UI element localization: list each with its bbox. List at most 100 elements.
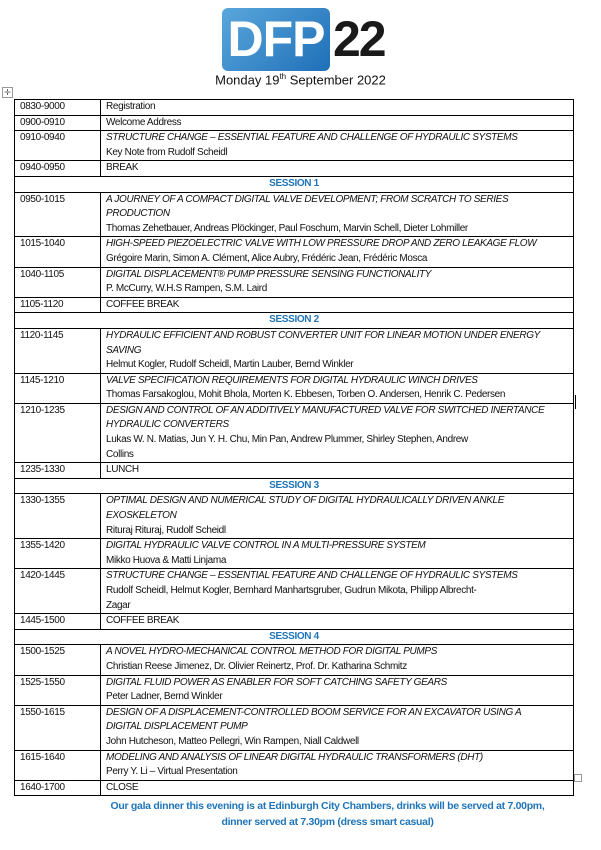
event-details: DESIGN AND CONTROL OF AN ADDITIVELY MANU…	[100, 402, 574, 464]
table-resize-handle[interactable]	[574, 774, 582, 782]
event-details: CLOSE	[100, 779, 574, 797]
schedule-row: 1550-1615 DESIGN OF A DISPLACEMENT-CONTRO…	[14, 704, 574, 751]
event-details: MODELING AND ANALYSIS OF LINEAR DIGITAL …	[100, 749, 574, 781]
logo-number: 22	[333, 11, 387, 67]
talk-title-line: MODELING AND ANALYSIS OF LINEAR DIGITAL …	[106, 751, 483, 763]
talk-title-line: EXOSKELETON	[106, 510, 177, 522]
time-slot: 0940-0950	[14, 160, 101, 177]
session-header-row: SESSION 2	[14, 312, 574, 329]
event-details: HYDRAULIC EFFICIENT AND ROBUST CONVERTER…	[100, 327, 574, 374]
event-label: Registration	[106, 101, 156, 112]
authors-line: Rituraj Rituraj, Rudolf Scheidl	[106, 524, 226, 536]
authors-line: Zagar	[106, 599, 131, 611]
talk-title-line: DIGITAL DISPLACEMENT® PUMP PRESSURE SENS…	[106, 268, 432, 280]
talk-title-line: DESIGN OF A DISPLACEMENT-CONTROLLED BOOM…	[106, 706, 522, 718]
talk-title-line: PRODUCTION	[106, 208, 170, 220]
authors-line: P. McCurry, W.H.S Rampen, S.M. Laird	[106, 283, 267, 295]
session-label: SESSION 1	[14, 175, 574, 193]
talk-title-line: HYDRAULIC CONVERTERS	[106, 419, 229, 431]
date-suffix: September 2022	[286, 72, 386, 88]
event-details: OPTIMAL DESIGN AND NUMERICAL STUDY OF DI…	[100, 493, 574, 540]
session-label: SESSION 3	[14, 477, 574, 495]
schedule-row: 1105-1120 COFFEE BREAK	[14, 296, 574, 314]
time-slot: 0830-9000	[14, 99, 101, 116]
event-details: COFFEE BREAK	[100, 296, 574, 314]
authors-line: Key Note from Rudolf Scheidl	[106, 146, 228, 158]
time-slot: 1210-1235	[14, 402, 101, 464]
authors-line: Grégoire Marin, Simon A. Clément, Alice …	[106, 252, 428, 264]
time-slot: 1355-1420	[14, 538, 101, 570]
schedule-row: 0830-9000 Registration	[14, 99, 574, 116]
authors-line: Lukas W. N. Matias, Jun Y. H. Chu, Min P…	[106, 434, 468, 446]
event-details: A JOURNEY OF A COMPACT DIGITAL VALVE DEV…	[100, 191, 574, 238]
time-slot: 1105-1120	[14, 296, 101, 314]
gala-dinner-note: Our gala dinner this evening is at Edinb…	[60, 798, 595, 830]
schedule-row: 1145-1210 VALVE SPECIFICATION REQUIREMENT…	[14, 372, 574, 404]
event-details: DESIGN OF A DISPLACEMENT-CONTROLLED BOOM…	[100, 704, 574, 751]
talk-title-line: A NOVEL HYDRO-MECHANICAL CONTROL METHOD …	[106, 646, 438, 658]
talk-title-line: STRUCTURE CHANGE – ESSENTIAL FEATURE AND…	[106, 570, 518, 582]
talk-title-line: STRUCTURE CHANGE – ESSENTIAL FEATURE AND…	[106, 132, 518, 144]
time-slot: 1015-1040	[14, 236, 101, 268]
authors-line: Mikko Huova & Matti Linjama	[106, 554, 227, 566]
event-label: LUNCH	[106, 464, 139, 476]
authors-line: Helmut Kogler, Rudolf Scheidl, Martin La…	[106, 359, 354, 371]
schedule-row: 1420-1445 STRUCTURE CHANGE – ESSENTIAL FE…	[14, 568, 574, 615]
authors-line: Christian Reese Jimenez, Dr. Olivier Rei…	[106, 660, 407, 672]
talk-title-line: HIGH-SPEED PIEZOELECTRIC VALVE WITH LOW …	[106, 238, 537, 250]
event-label: BREAK	[106, 162, 139, 174]
schedule-row: 1015-1040 HIGH-SPEED PIEZOELECTRIC VALVE …	[14, 236, 574, 268]
time-slot: 0910-0940	[14, 130, 101, 162]
session-header-row: SESSION 3	[14, 477, 574, 495]
logo-box: DFP	[222, 8, 330, 71]
schedule-row: 1445-1500 COFFEE BREAK	[14, 613, 574, 630]
authors-line: Thomas Zehetbauer, Andreas Plöckinger, P…	[106, 222, 468, 234]
event-details: COFFEE BREAK	[100, 613, 574, 630]
time-slot: 1235-1330	[14, 462, 101, 479]
schedule-row: 1355-1420 DIGITAL HYDRAULIC VALVE CONTROL…	[14, 538, 574, 570]
table-move-handle-icon[interactable]: ✛	[2, 87, 13, 98]
time-slot: 1330-1355	[14, 493, 101, 540]
schedule-row: 1235-1330 LUNCH	[14, 462, 574, 479]
event-details: DIGITAL HYDRAULIC VALVE CONTROL IN A MUL…	[100, 538, 574, 570]
authors-line: Peter Ladner, Bernd Winkler	[106, 691, 223, 703]
authors-line: Collins	[106, 448, 134, 460]
schedule-row: 1040-1105 DIGITAL DISPLACEMENT® PUMP PRES…	[14, 266, 574, 298]
authors-line: Thomas Farsakoglou, Mohit Bhola, Morten …	[106, 389, 506, 401]
schedule-row: 1615-1640 MODELING AND ANALYSIS OF LINEAR…	[14, 749, 574, 781]
session-header-row: SESSION 1	[14, 175, 574, 193]
time-slot: 0900-0910	[14, 114, 101, 132]
event-details: HIGH-SPEED PIEZOELECTRIC VALVE WITH LOW …	[100, 236, 574, 268]
talk-title-line: DIGITAL DISPLACEMENT PUMP	[106, 721, 248, 733]
page-date: Monday 19th September 2022	[0, 72, 601, 87]
footer-line-1: Our gala dinner this evening is at Edinb…	[110, 800, 545, 812]
session-header-row: SESSION 4	[14, 628, 574, 646]
time-slot: 1445-1500	[14, 613, 101, 630]
schedule-row: 1500-1525 A NOVEL HYDRO-MECHANICAL CONTRO…	[14, 644, 574, 676]
schedule-row: 1210-1235 DESIGN AND CONTROL OF AN ADDITI…	[14, 402, 574, 464]
time-slot: 1525-1550	[14, 674, 101, 706]
event-details: A NOVEL HYDRO-MECHANICAL CONTROL METHOD …	[100, 644, 574, 676]
authors-line: John Hutcheson, Matteo Pellegri, Win Ram…	[106, 735, 359, 747]
date-sup: th	[279, 72, 287, 81]
talk-title-line: DIGITAL HYDRAULIC VALVE CONTROL IN A MUL…	[106, 540, 426, 552]
date-prefix: Monday 19	[215, 72, 280, 88]
schedule-row: 0910-0940 STRUCTURE CHANGE – ESSENTIAL FE…	[14, 130, 574, 162]
talk-title-line: DIGITAL FLUID POWER AS ENABLER FOR SOFT …	[106, 676, 447, 688]
event-details: STRUCTURE CHANGE – ESSENTIAL FEATURE AND…	[100, 130, 574, 162]
authors-line: Perry Y. Li – Virtual Presentation	[106, 766, 238, 778]
schedule-row: 1525-1550 DIGITAL FLUID POWER AS ENABLER …	[14, 674, 574, 706]
time-slot: 1500-1525	[14, 644, 101, 676]
event-details: VALVE SPECIFICATION REQUIREMENTS FOR DIG…	[100, 372, 574, 404]
talk-title-line: HYDRAULIC EFFICIENT AND ROBUST CONVERTER…	[106, 329, 540, 341]
talk-title-line: OPTIMAL DESIGN AND NUMERICAL STUDY OF DI…	[106, 495, 505, 507]
session-label: SESSION 4	[14, 628, 574, 646]
session-label: SESSION 2	[14, 312, 574, 329]
schedule-row: 0950-1015 A JOURNEY OF A COMPACT DIGITAL …	[14, 191, 574, 238]
event-details: STRUCTURE CHANGE – ESSENTIAL FEATURE AND…	[100, 568, 574, 615]
schedule-table: 0830-9000 Registration 0900-0910 Welcome Ad…	[14, 99, 574, 797]
time-slot: 1145-1210	[14, 372, 101, 404]
text-cursor	[575, 395, 576, 409]
event-label: COFFEE BREAK	[106, 615, 180, 627]
event-label: COFFEE BREAK	[106, 298, 180, 310]
